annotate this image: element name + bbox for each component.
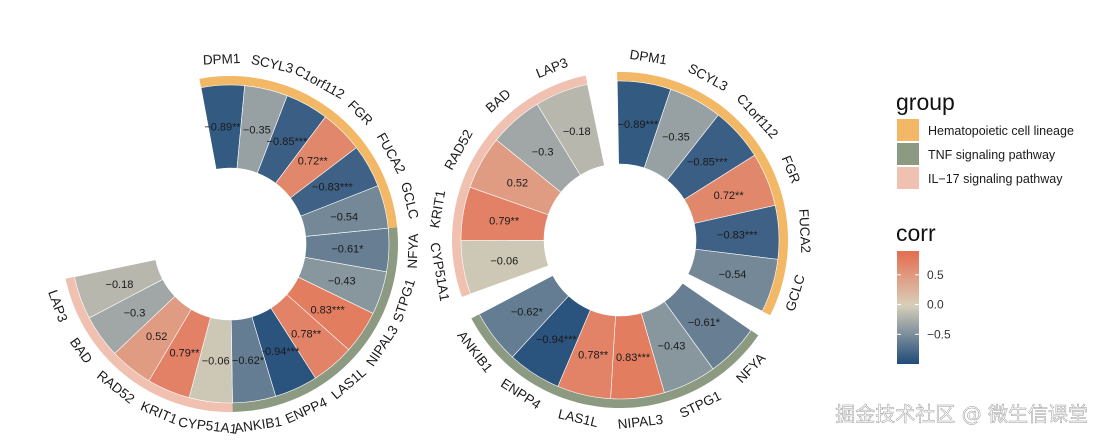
corr-tick-label-2: −0.5 bbox=[927, 327, 951, 341]
right-gene-label-nipal3: NIPAL3 bbox=[617, 412, 664, 432]
left-gene-label-dpm1: DPM1 bbox=[203, 51, 241, 68]
right-gene-label-lap3: LAP3 bbox=[534, 55, 570, 81]
left-value-gclc: −0.54 bbox=[330, 211, 358, 223]
legend-label-il17: IL−17 signaling pathway bbox=[928, 172, 1063, 186]
right-cell-gclc bbox=[687, 248, 779, 312]
left-value-cyp51a1: −0.06 bbox=[202, 356, 230, 368]
left-value-fuca2: −0.83*** bbox=[312, 181, 353, 193]
right-band-hematopoietic-cell-lineage bbox=[617, 72, 788, 316]
left-gene-label-bad: BAD bbox=[67, 335, 96, 367]
right-value-enpp4: −0.94*** bbox=[536, 334, 577, 346]
right-value-dpm1: −0.89*** bbox=[618, 119, 659, 131]
left-cell-lap3 bbox=[74, 259, 164, 319]
left-value-bad: −0.3 bbox=[124, 307, 146, 319]
group-legend-title: group bbox=[896, 89, 955, 115]
right-value-nfya: −0.61* bbox=[688, 317, 721, 329]
right-value-gclc: −0.54 bbox=[719, 269, 747, 281]
right-gene-label-dpm1: DPM1 bbox=[629, 47, 668, 68]
right-gene-label-bad: BAD bbox=[483, 86, 514, 116]
right-value-cyp51a1: −0.06 bbox=[490, 255, 518, 267]
left-value-fgr: 0.72** bbox=[298, 156, 329, 168]
left-gene-label-lap3: LAP3 bbox=[45, 288, 70, 324]
right-gene-label-fuca2: FUCA2 bbox=[796, 208, 813, 253]
right-value-stpg1: −0.43 bbox=[658, 341, 686, 353]
corr-legend-title: corr bbox=[896, 220, 936, 246]
right-value-fuca2: −0.83*** bbox=[717, 229, 758, 241]
left-value-c1orf112: −0.85*** bbox=[267, 136, 308, 148]
right-value-ankib1: −0.62* bbox=[511, 307, 544, 319]
left-value-lap3: −0.18 bbox=[106, 279, 134, 291]
right-value-c1orf112: −0.85*** bbox=[687, 156, 728, 168]
corr-colorbar bbox=[897, 251, 919, 364]
left-value-enpp4: −0.94*** bbox=[259, 346, 300, 358]
corr-tick-label-0: 0.5 bbox=[927, 268, 944, 282]
left-gene-label-ankib1: ANKIB1 bbox=[233, 414, 283, 436]
left-gene-label-nfya: NFYA bbox=[405, 233, 421, 269]
left-value-rad52: 0.52 bbox=[146, 331, 167, 343]
corr-tick-label-1: 0.0 bbox=[927, 298, 944, 312]
circular-heatmap-left: −0.89***DPM1−0.35SCYL3−0.85***C1orf1120.… bbox=[45, 51, 421, 437]
left-value-ankib1: −0.62* bbox=[232, 355, 265, 367]
right-value-lap3: −0.18 bbox=[563, 126, 591, 138]
watermark: 掘金技术社区 @ 微生信课堂 bbox=[835, 402, 1088, 426]
legend: group Hematopoietic cell lineage TNF sig… bbox=[896, 89, 1074, 364]
right-gene-label-fgr: FGR bbox=[779, 153, 804, 185]
right-gene-label-krit1: KRIT1 bbox=[427, 189, 448, 229]
left-gene-label-scyl3: SCYL3 bbox=[250, 52, 295, 76]
right-value-las1l: 0.78** bbox=[578, 349, 609, 361]
right-value-bad: −0.3 bbox=[532, 147, 554, 159]
right-value-nipal3: 0.83*** bbox=[616, 352, 651, 364]
left-gene-label-stpg1: STPG1 bbox=[390, 277, 418, 324]
left-band-il-17-signaling-pathway bbox=[65, 276, 233, 412]
right-gene-label-las1l: LAS1L bbox=[557, 406, 600, 430]
right-value-fgr: 0.72** bbox=[714, 190, 745, 202]
left-value-las1l: 0.78** bbox=[291, 328, 322, 340]
left-value-stpg1: −0.43 bbox=[328, 275, 356, 287]
left-value-dpm1: −0.89*** bbox=[204, 122, 245, 134]
legend-label-hematopoietic: Hematopoietic cell lineage bbox=[928, 124, 1074, 138]
corr-colorbar-ticks: 0.5 0.0 −0.5 bbox=[897, 268, 951, 341]
left-gene-label-krit1: KRIT1 bbox=[139, 398, 180, 427]
left-value-nipal3: 0.83*** bbox=[311, 304, 346, 316]
legend-label-tnf: TNF signaling pathway bbox=[928, 148, 1056, 162]
legend-swatch-tnf bbox=[897, 143, 919, 165]
right-value-scyl3: −0.35 bbox=[662, 132, 690, 144]
right-value-rad52: 0.52 bbox=[507, 178, 528, 190]
legend-swatch-il17 bbox=[897, 167, 919, 189]
left-gene-label-fgr: FGR bbox=[345, 97, 376, 128]
left-gene-label-gclc: GCLC bbox=[398, 181, 421, 221]
legend-swatch-hematopoietic bbox=[897, 119, 919, 141]
right-gene-label-cyp51a1: CYP51A1 bbox=[427, 241, 452, 302]
right-cell-lap3 bbox=[536, 84, 605, 176]
left-value-krit1: 0.79** bbox=[169, 347, 200, 359]
left-gene-label-cyp51a1: CYP51A1 bbox=[177, 415, 238, 437]
right-value-krit1: 0.79** bbox=[489, 215, 520, 227]
left-value-scyl3: −0.35 bbox=[243, 125, 271, 137]
circular-heatmap-right: −0.89***DPM1−0.35SCYL3−0.85***C1orf1120.… bbox=[427, 47, 813, 432]
right-gene-label-gclc: GCLC bbox=[783, 273, 808, 313]
right-cell-ankib1 bbox=[478, 275, 569, 358]
left-value-nfya: −0.61* bbox=[331, 244, 364, 256]
